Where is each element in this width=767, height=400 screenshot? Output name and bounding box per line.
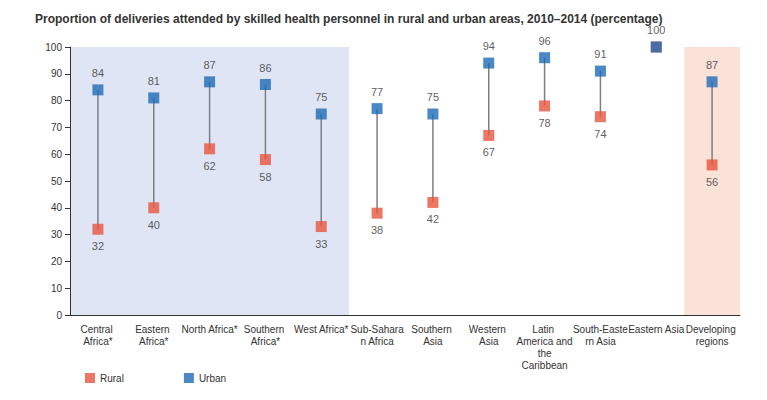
svg-text:74: 74 [594,128,606,140]
svg-text:Developing: Developing [686,324,739,335]
svg-text:100: 100 [45,42,62,53]
svg-text:40: 40 [148,219,160,231]
svg-text:n Africa: n Africa [360,336,394,347]
svg-text:Southern: Southern [411,324,454,335]
svg-text:Africa*: Africa* [139,336,169,347]
svg-text:75: 75 [315,91,327,103]
svg-text:Proportion of deliveries atten: Proportion of deliveries attended by ski… [35,12,663,26]
svg-text:96: 96 [538,35,550,47]
svg-text:70: 70 [51,122,63,133]
svg-text:90: 90 [51,68,63,79]
svg-text:regions: regions [696,336,729,347]
svg-text:38: 38 [371,224,383,236]
svg-text:87: 87 [203,59,215,71]
svg-text:Latin: Latin [532,324,556,335]
svg-text:Southern: Southern [244,324,287,335]
svg-text:32: 32 [92,240,104,252]
svg-text:Sub-Sahara: Sub-Sahara [350,324,404,335]
svg-text:58: 58 [259,171,271,183]
svg-text:30: 30 [51,229,63,240]
svg-text:Africa*: Africa* [83,336,113,347]
svg-text:0: 0 [56,310,62,321]
svg-text:North Africa*: North Africa* [182,324,238,335]
svg-text:Eastern: Eastern [135,324,172,335]
svg-text:91: 91 [594,48,606,60]
svg-text:Western: Western [469,324,509,335]
svg-text:33: 33 [315,238,327,250]
svg-text:20: 20 [51,256,63,267]
svg-text:78: 78 [538,117,550,129]
svg-text:75: 75 [427,91,439,103]
svg-text:50: 50 [51,176,63,187]
svg-text:87: 87 [706,59,718,71]
svg-text:62: 62 [203,160,215,172]
svg-text:86: 86 [259,62,271,74]
svg-text:Eastern Asia: Eastern Asia [628,324,685,335]
svg-text:South-Easte: South-Easte [573,324,628,335]
svg-text:Asia: Asia [423,336,443,347]
svg-text:Rural: Rural [100,373,124,384]
svg-text:67: 67 [483,146,495,158]
svg-text:94: 94 [483,40,495,52]
svg-text:10: 10 [51,283,63,294]
svg-text:81: 81 [148,75,160,87]
svg-text:Urban: Urban [199,373,226,384]
svg-text:77: 77 [371,86,383,98]
svg-text:56: 56 [706,176,718,188]
svg-text:Caribbean: Caribbean [522,360,568,371]
svg-text:Central: Central [80,324,115,335]
svg-text:Asia: Asia [479,336,499,347]
svg-text:60: 60 [51,149,63,160]
svg-text:the: the [535,348,554,359]
svg-text:rn Asia: rn Asia [585,336,616,347]
svg-text:100: 100 [647,24,665,36]
svg-text:80: 80 [51,95,63,106]
svg-text:84: 84 [92,67,104,79]
svg-text:40: 40 [51,202,63,213]
svg-text:Africa*: Africa* [251,336,281,347]
svg-text:42: 42 [427,213,439,225]
svg-text:West Africa*: West Africa* [294,324,348,335]
svg-text:America and: America and [517,336,573,347]
